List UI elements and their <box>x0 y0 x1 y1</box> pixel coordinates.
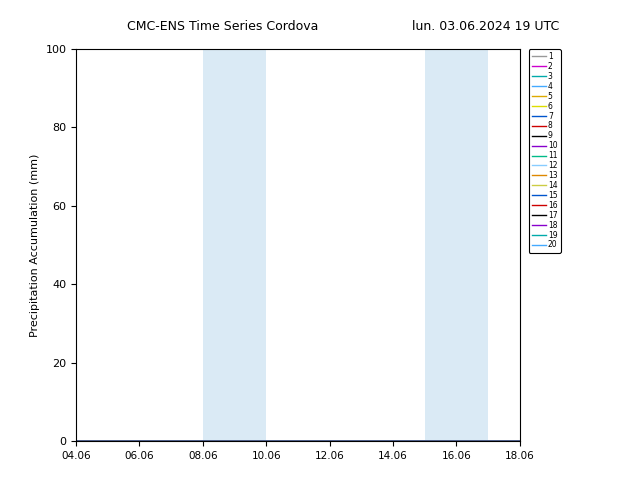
Y-axis label: Precipitation Accumulation (mm): Precipitation Accumulation (mm) <box>30 153 40 337</box>
Bar <box>425 49 488 441</box>
Bar <box>203 49 266 441</box>
Legend: 1, 2, 3, 4, 5, 6, 7, 8, 9, 10, 11, 12, 13, 14, 15, 16, 17, 18, 19, 20: 1, 2, 3, 4, 5, 6, 7, 8, 9, 10, 11, 12, 1… <box>529 49 560 252</box>
Text: CMC-ENS Time Series Cordova: CMC-ENS Time Series Cordova <box>127 20 318 33</box>
Text: lun. 03.06.2024 19 UTC: lun. 03.06.2024 19 UTC <box>412 20 559 33</box>
